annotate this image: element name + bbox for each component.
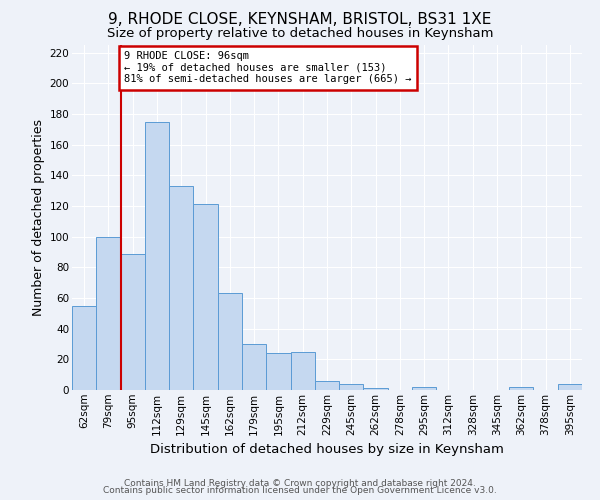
Bar <box>412 387 436 390</box>
Text: Contains HM Land Registry data © Crown copyright and database right 2024.: Contains HM Land Registry data © Crown c… <box>124 478 476 488</box>
Bar <box>509 387 533 390</box>
Bar <box>558 384 582 390</box>
Bar <box>218 294 242 390</box>
Bar <box>242 344 266 390</box>
X-axis label: Distribution of detached houses by size in Keynsham: Distribution of detached houses by size … <box>150 443 504 456</box>
Bar <box>72 306 96 390</box>
Bar <box>96 236 121 390</box>
Bar <box>339 384 364 390</box>
Bar <box>315 381 339 390</box>
Text: 9, RHODE CLOSE, KEYNSHAM, BRISTOL, BS31 1XE: 9, RHODE CLOSE, KEYNSHAM, BRISTOL, BS31 … <box>109 12 491 28</box>
Text: Size of property relative to detached houses in Keynsham: Size of property relative to detached ho… <box>107 28 493 40</box>
Text: Contains public sector information licensed under the Open Government Licence v3: Contains public sector information licen… <box>103 486 497 495</box>
Bar <box>266 353 290 390</box>
Bar <box>145 122 169 390</box>
Bar <box>169 186 193 390</box>
Text: 9 RHODE CLOSE: 96sqm
← 19% of detached houses are smaller (153)
81% of semi-deta: 9 RHODE CLOSE: 96sqm ← 19% of detached h… <box>124 51 412 84</box>
Y-axis label: Number of detached properties: Number of detached properties <box>32 119 46 316</box>
Bar <box>193 204 218 390</box>
Bar <box>364 388 388 390</box>
Bar <box>290 352 315 390</box>
Bar <box>121 254 145 390</box>
